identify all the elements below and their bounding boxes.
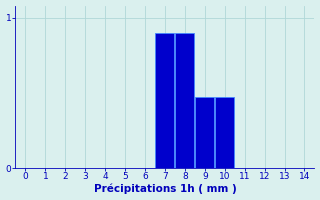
Bar (156, 33, 174, 168)
X-axis label: Précipitations 1h ( mm ): Précipitations 1h ( mm ) (93, 184, 236, 194)
Bar (195, 97, 214, 168)
Bar (175, 33, 194, 168)
Bar (215, 97, 234, 168)
